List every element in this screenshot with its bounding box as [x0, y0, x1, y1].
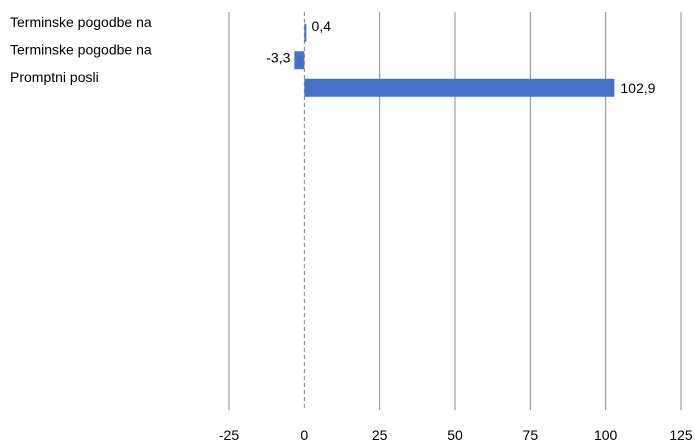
data-label: 102,9: [620, 80, 655, 96]
x-tick-label: 75: [523, 427, 539, 443]
bar: [304, 23, 307, 42]
x-tick-label: 0: [300, 427, 308, 443]
x-tick-label: 25: [372, 427, 388, 443]
x-tick-label: 50: [447, 427, 463, 443]
x-tick-label: 125: [669, 427, 693, 443]
data-labels: 0,4 -3,3 102,9: [266, 18, 655, 96]
category-label: Promptni posli: [10, 69, 99, 85]
category-labels: Terminske pogodbe na Terminske pogodbe na…: [10, 14, 152, 85]
bar: [304, 78, 615, 97]
x-axis-tick-labels: -25 0 25 50 75 100 125: [219, 427, 693, 443]
data-label: -3,3: [266, 49, 290, 65]
data-label: 0,4: [312, 18, 332, 34]
x-tick-label: -25: [219, 427, 239, 443]
category-label: Terminske pogodbe na: [10, 14, 152, 30]
gridlines: [228, 12, 682, 410]
bars: [294, 23, 615, 97]
category-label: Terminske pogodbe na: [10, 41, 152, 57]
bar: [294, 51, 305, 70]
x-tick-label: 100: [594, 427, 618, 443]
